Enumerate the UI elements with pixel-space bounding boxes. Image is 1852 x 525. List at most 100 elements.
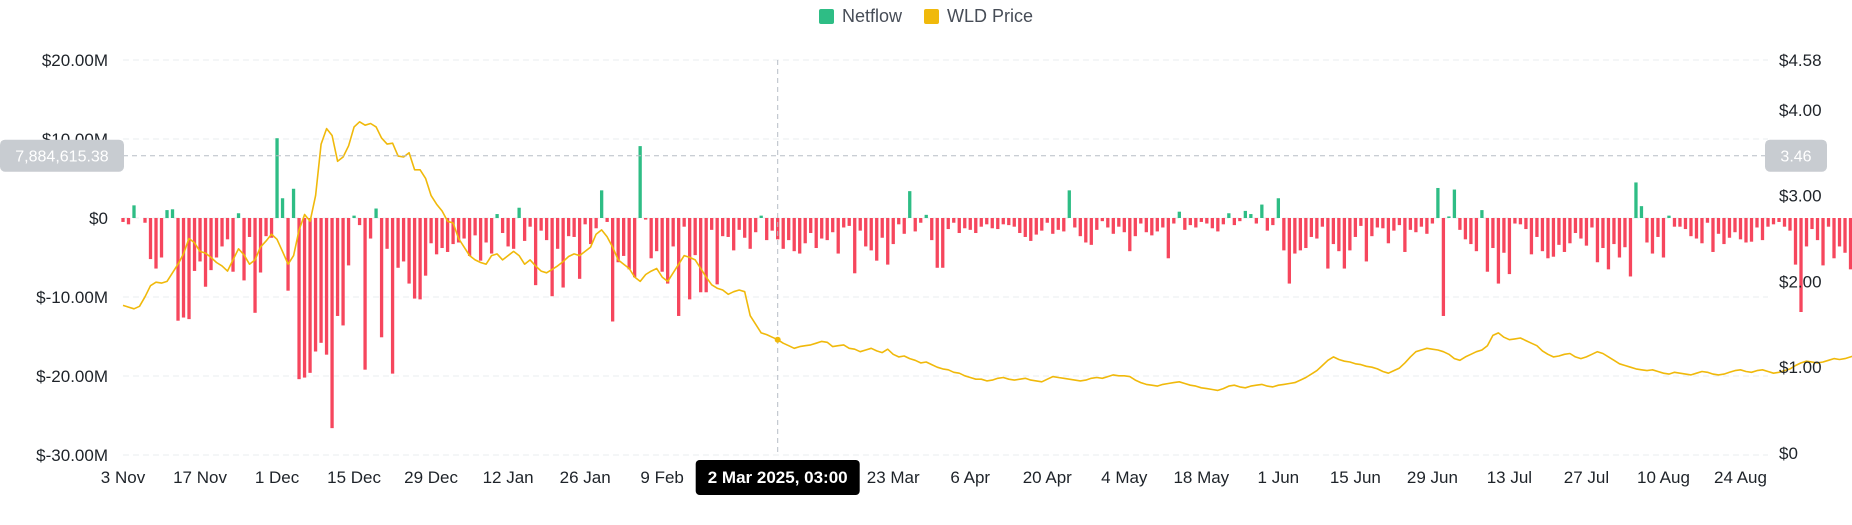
netflow-bar	[649, 218, 653, 259]
netflow-bar	[220, 218, 224, 247]
netflow-bar	[1023, 218, 1027, 237]
netflow-bar	[1540, 218, 1545, 252]
netflow-bar	[1370, 218, 1374, 237]
netflow-bar	[280, 198, 285, 218]
netflow-bar	[1243, 210, 1247, 218]
netflow-bar	[1584, 218, 1589, 246]
netflow-bar	[1507, 218, 1512, 275]
netflow-bar	[1139, 218, 1143, 224]
netflow-bar	[209, 218, 213, 271]
netflow-bar	[1496, 218, 1501, 284]
netflow-bar	[1694, 218, 1699, 239]
netflow-bar	[264, 218, 268, 237]
y-right-tick-label: $1.00	[1779, 358, 1822, 377]
netflow-bar	[1040, 218, 1044, 231]
legend-item-netflow[interactable]: Netflow	[818, 6, 902, 27]
netflow-bar	[1293, 218, 1297, 254]
netflow-bar	[1606, 218, 1611, 270]
netflow-bar	[1485, 218, 1490, 272]
netflow-bar	[935, 218, 939, 268]
netflow-bar	[379, 218, 384, 338]
netflow-bar	[710, 218, 714, 230]
netflow-bar	[765, 218, 769, 241]
netflow-bar	[1601, 218, 1605, 249]
netflow-bar	[550, 218, 554, 297]
netflow-bar	[1199, 218, 1203, 222]
netflow-bar	[335, 218, 340, 316]
netflow-bar	[1414, 218, 1418, 233]
netflow-bar	[1100, 218, 1104, 222]
netflow-bar	[385, 218, 389, 249]
netflow-bar	[324, 218, 329, 355]
netflow-bar	[1210, 218, 1214, 229]
netflow-bar	[1375, 218, 1380, 228]
netflow-bar	[539, 218, 543, 231]
netflow-bar	[941, 218, 945, 268]
netflow-bar	[671, 218, 675, 247]
netflow-bar	[1447, 216, 1451, 218]
legend-item-wld-price[interactable]: WLD Price	[924, 6, 1033, 27]
netflow-bar	[1397, 218, 1402, 226]
netflow-bar	[809, 218, 813, 234]
netflow-bar	[319, 218, 323, 343]
netflow-bar	[1843, 218, 1847, 253]
x-tick-label: 9 Feb	[640, 468, 683, 487]
netflow-bar	[1557, 218, 1561, 245]
netflow-bar	[1771, 218, 1776, 225]
netflow-bar	[770, 218, 774, 231]
netflow-bar	[517, 207, 521, 218]
netflow-bar	[1249, 214, 1253, 218]
netflow-bar	[1205, 218, 1209, 224]
netflow-bar	[1084, 218, 1088, 243]
netflow-bar	[1766, 218, 1770, 227]
netflow-bar	[814, 218, 818, 249]
netflow-bar	[258, 218, 263, 273]
netflow-bar	[544, 218, 549, 241]
netflow-bar	[341, 218, 345, 326]
netflow-bar	[269, 218, 274, 238]
netflow-bar	[1353, 218, 1358, 237]
netflow-bar	[1117, 218, 1121, 227]
netflow-bar	[330, 218, 334, 429]
netflow-bar	[1227, 213, 1231, 218]
netflow-bar	[291, 188, 296, 218]
x-tick-label: 27 Jul	[1564, 468, 1609, 487]
netflow-bar	[875, 218, 879, 261]
netflow-bar	[627, 218, 631, 270]
netflow-bar	[1320, 218, 1325, 227]
netflow-bar	[500, 218, 505, 234]
y-left-tick-label: $20.00M	[42, 51, 108, 70]
netflow-bar	[1617, 218, 1622, 258]
netflow-bar	[1254, 218, 1258, 224]
netflow-bar	[462, 218, 466, 239]
netflow-bar	[1689, 218, 1693, 237]
netflow-bar	[1452, 189, 1457, 218]
netflow-bar	[159, 218, 164, 258]
netflow-bar	[787, 218, 791, 241]
netflow-bar	[275, 138, 279, 218]
netflow-bar	[908, 191, 912, 218]
netflow-bar	[1122, 218, 1126, 233]
netflow-bar	[132, 205, 136, 218]
netflow-bar	[390, 218, 395, 374]
netflow-bar	[1650, 218, 1655, 254]
netflow-bar	[820, 218, 824, 239]
netflow-bar	[869, 218, 873, 251]
netflow-bar	[754, 218, 758, 233]
legend-label-netflow: Netflow	[841, 6, 902, 26]
netflow-bar	[1062, 218, 1066, 232]
netflow-bar	[1590, 218, 1594, 228]
netflow-bar	[407, 218, 411, 284]
netflow-bar	[423, 218, 428, 276]
crosshair-right-value-pill	[1765, 139, 1827, 172]
y-right-tick-label: $4.58	[1779, 51, 1822, 70]
netflow-bar	[737, 218, 741, 230]
netflow-bar	[688, 218, 692, 300]
netflow-bar	[412, 218, 417, 299]
netflow-bar	[1133, 218, 1137, 237]
netflow-bar	[1634, 182, 1638, 218]
netflow-bar	[1029, 218, 1033, 241]
netflow-bar	[880, 218, 884, 238]
netflow-bar	[1628, 218, 1633, 277]
